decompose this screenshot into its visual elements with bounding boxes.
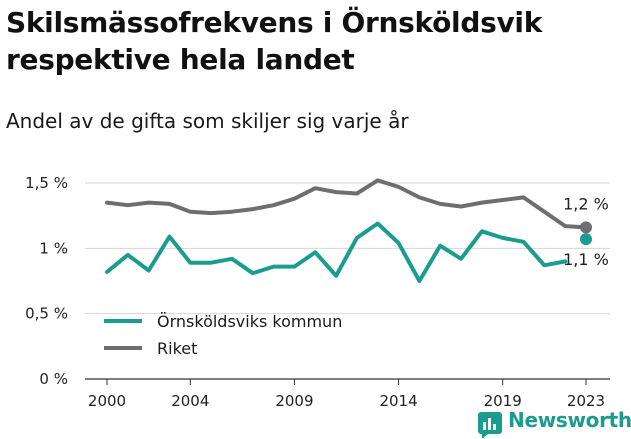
x-tick-label: 2000: [88, 392, 126, 410]
chart-title: Skilsmässofrekvens i Örnsköldsvik respek…: [6, 6, 543, 76]
gridlines: [85, 182, 610, 315]
series-end-label: 1,1 %: [563, 250, 609, 269]
series-end-point: [580, 233, 592, 246]
brand-name: Newsworthy: [508, 408, 631, 432]
series-end-point: [580, 221, 592, 234]
series-line-ornskoldsvik: [105, 221, 568, 283]
y-tick-label: 0 %: [39, 370, 68, 388]
legend-label: Riket: [157, 339, 197, 358]
y-tick-label: 0,5 %: [25, 305, 68, 323]
legend-label: Örnsköldsviks kommun: [157, 312, 342, 331]
newsworthy-logo: Newsworthy: [474, 406, 631, 438]
series-lines: 1,2 % 1,1 %: [105, 178, 609, 283]
x-tick-label: 2014: [379, 392, 417, 410]
legend: Örnsköldsviks kommun Riket: [104, 312, 342, 358]
y-tick-label: 1 %: [39, 239, 68, 257]
x-tick-label: 2004: [171, 392, 209, 410]
y-axis-ticks: 0 % 0,5 % 1 % 1,5 %: [25, 174, 68, 388]
x-tick-label: 2009: [275, 392, 313, 410]
newsworthy-logo-icon: [478, 412, 502, 438]
y-tick-label: 1,5 %: [25, 174, 68, 192]
x-axis: 2000 2004 2009 2014 2019 2023: [85, 378, 610, 410]
chart-subtitle: Andel av de gifta som skiljer sig varje …: [6, 109, 409, 133]
x-tick-label: 2019: [484, 392, 522, 410]
series-end-label: 1,2 %: [563, 194, 609, 213]
x-tick-label: 2023: [567, 392, 605, 410]
series-line-riket: [105, 178, 588, 230]
